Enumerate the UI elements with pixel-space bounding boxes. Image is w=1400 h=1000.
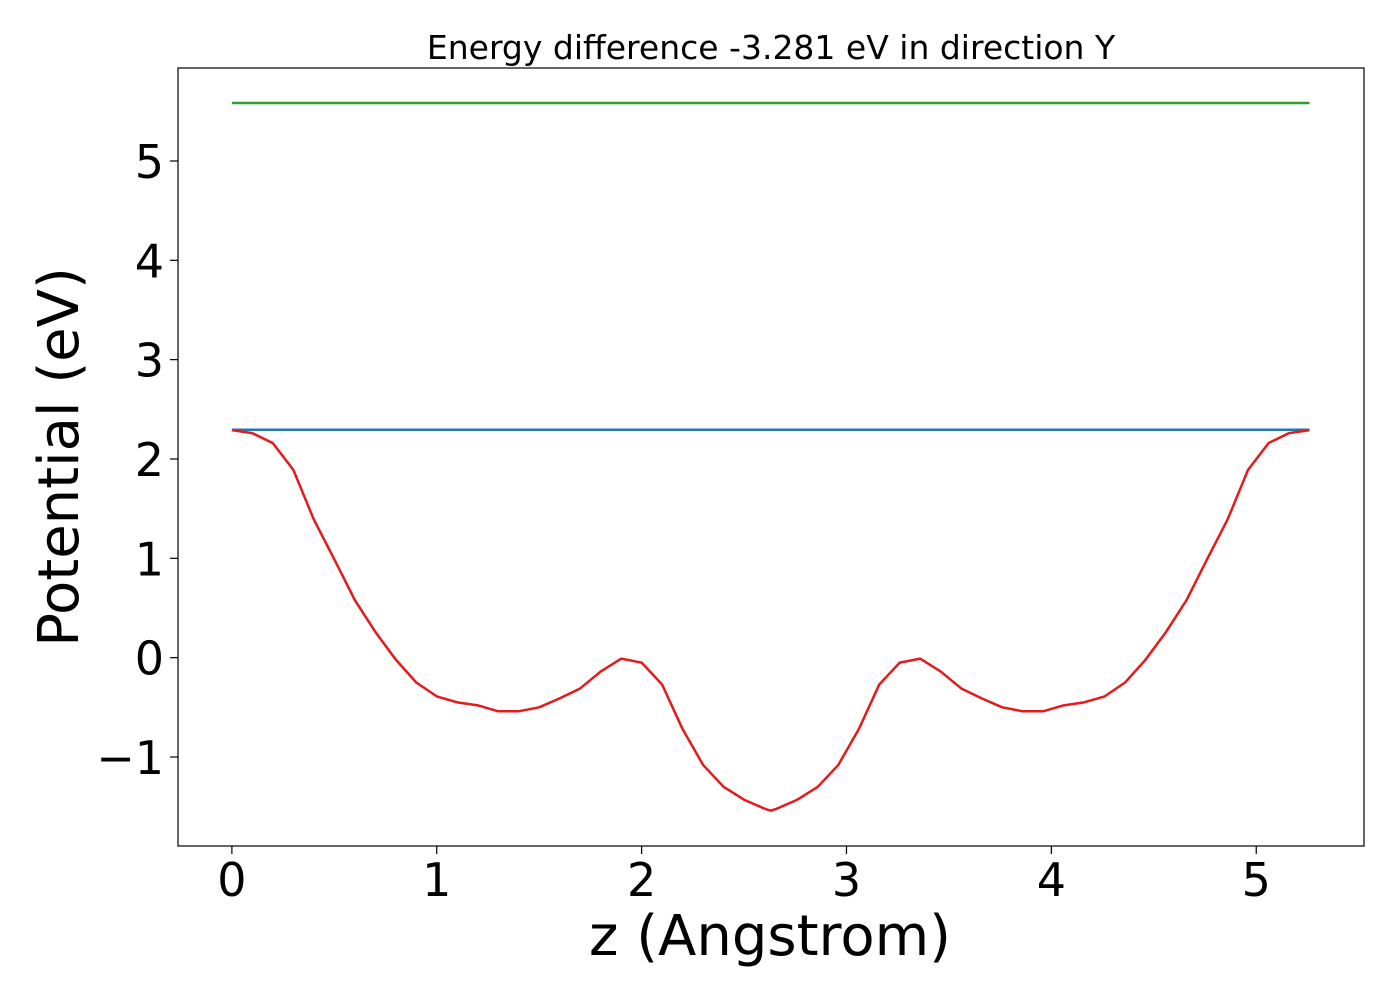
x-tick-label: 4 bbox=[1037, 853, 1066, 907]
y-tick-label: 1 bbox=[135, 532, 164, 586]
plot-frame bbox=[177, 67, 1365, 847]
x-tick-label: 2 bbox=[627, 853, 656, 907]
x-tick-label: 5 bbox=[1242, 853, 1271, 907]
x-tick-label: 0 bbox=[217, 853, 246, 907]
y-tick-label: −1 bbox=[96, 731, 164, 785]
chart-title: Energy difference -3.281 eV in direction… bbox=[427, 28, 1116, 67]
y-axis-label: Potential (eV) bbox=[27, 267, 92, 647]
y-tick-label: 3 bbox=[135, 334, 164, 388]
line-series bbox=[231, 428, 1310, 812]
y-tick-label: 4 bbox=[135, 234, 164, 288]
x-tick-label: 3 bbox=[832, 853, 861, 907]
y-tick-label: 2 bbox=[135, 433, 164, 487]
y-tick-label: 5 bbox=[135, 135, 164, 189]
x-axis-label: z (Angstrom) bbox=[589, 904, 951, 969]
x-tick-label: 1 bbox=[422, 853, 451, 907]
y-tick-label: 0 bbox=[135, 632, 164, 686]
